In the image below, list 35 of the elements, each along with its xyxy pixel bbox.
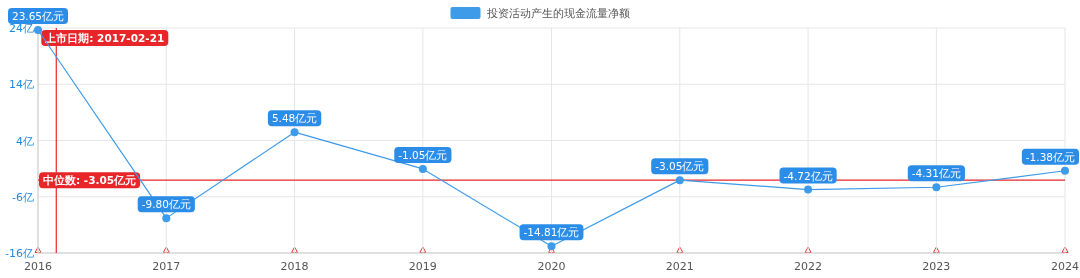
x-tick-label: 2018 (280, 260, 309, 273)
data-label: -9.80亿元 (141, 198, 191, 211)
point (290, 128, 299, 137)
x-tick-label: 2017 (152, 260, 181, 273)
point (418, 164, 427, 173)
x-tick-label: 2024 (1051, 260, 1079, 273)
x-tick-label: 2019 (408, 260, 437, 273)
point (675, 176, 684, 185)
x-tick-label: 2023 (922, 260, 951, 273)
data-label: -1.38亿元 (1025, 150, 1075, 163)
y-tick-label: 14亿 (9, 78, 34, 92)
point (34, 25, 42, 34)
data-label: 5.48亿元 (271, 112, 318, 125)
data-label: -3.05亿元 (655, 160, 705, 173)
x-tick-label: 2020 (537, 260, 566, 273)
y-tick-label: -6亿 (12, 190, 34, 204)
point (1061, 166, 1069, 175)
y-tick-label: -16亿 (5, 247, 34, 260)
x-tick-label: 2022 (794, 260, 823, 273)
data-label: 23.65亿元 (11, 9, 65, 22)
ref-line-label: 中位数: -3.05亿元 (43, 174, 137, 187)
legend-label: 投资活动产生的现金流量净额 (485, 7, 630, 20)
point (804, 185, 813, 194)
data-label: -4.31亿元 (911, 167, 961, 180)
data-label: -4.72亿元 (783, 169, 833, 182)
point (162, 214, 171, 223)
x-tick-label: 2021 (665, 260, 694, 273)
y-tick-label: 4亿 (16, 134, 34, 148)
data-label: -1.05亿元 (398, 148, 448, 161)
x-tick-label: 2016 (24, 260, 52, 273)
point (547, 242, 556, 251)
y-tick-label: 24亿 (9, 22, 34, 35)
ref-line-label: 上市日期: 2017-02-21 (44, 32, 165, 44)
point (932, 183, 941, 192)
data-label: -14.81亿元 (523, 226, 580, 239)
